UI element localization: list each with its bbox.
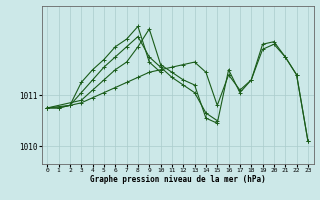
X-axis label: Graphe pression niveau de la mer (hPa): Graphe pression niveau de la mer (hPa) xyxy=(90,175,266,184)
